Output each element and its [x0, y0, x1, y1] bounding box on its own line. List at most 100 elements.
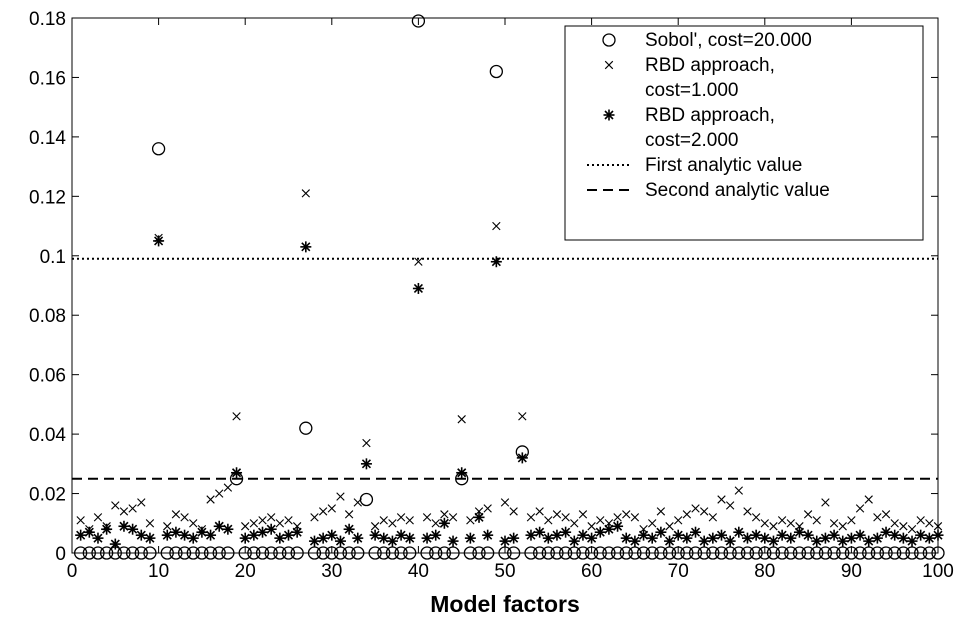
x-tick-label: 50 [494, 561, 515, 582]
asterisk-point [274, 532, 286, 544]
x-point [821, 498, 830, 507]
legend-circle-icon [602, 33, 616, 47]
x-point [682, 510, 692, 519]
x-point [379, 516, 388, 525]
x-point [916, 516, 925, 525]
asterisk-point [239, 532, 251, 544]
x-point [76, 516, 85, 525]
x-point [189, 519, 198, 528]
asterisk-point [300, 241, 312, 253]
x-axis-label: Model factors [430, 591, 580, 617]
asterisk-point [603, 523, 615, 535]
x-point [492, 221, 501, 231]
asterisk-point [395, 529, 407, 541]
asterisk-point [802, 529, 814, 541]
asterisk-point [741, 532, 753, 544]
x-point [275, 519, 285, 528]
legend-entry: Second analytic value [587, 180, 830, 201]
x-point [777, 516, 787, 525]
asterisk-point [681, 532, 693, 544]
asterisk-point [343, 523, 355, 535]
x-tick-label: 20 [235, 561, 256, 582]
x-point [630, 513, 640, 522]
asterisk-point [386, 535, 398, 547]
asterisk-point [482, 529, 494, 541]
x-tick-label: 80 [754, 561, 775, 582]
asterisk-point [326, 529, 338, 541]
x-point [587, 522, 596, 531]
x-point [526, 513, 536, 522]
circle-point [299, 421, 313, 435]
x-point [622, 510, 631, 519]
asterisk-point [464, 532, 476, 544]
x-point [743, 507, 752, 516]
legend-entry: First analytic value [587, 155, 802, 176]
asterisk-point [430, 529, 442, 541]
x-point [725, 501, 735, 510]
asterisk-point [551, 529, 563, 541]
x-point [180, 513, 189, 522]
x-point [93, 513, 103, 522]
y-tick-label: 0.1 [40, 247, 66, 268]
asterisk-point [871, 532, 883, 544]
asterisk-point [265, 523, 277, 535]
asterisk-point [170, 526, 182, 538]
x-point [362, 438, 371, 448]
y-tick-label: 0 [55, 544, 66, 565]
asterisk-point [594, 526, 606, 538]
x-point [284, 516, 293, 525]
asterisk-point [83, 526, 95, 538]
x-point [509, 507, 518, 516]
circle-point [489, 64, 503, 79]
x-point [396, 513, 406, 522]
asterisk-point [213, 520, 225, 532]
x-point [388, 519, 397, 528]
circle-point [151, 142, 166, 156]
asterisk-point [109, 538, 121, 550]
asterisk-point [161, 529, 173, 541]
asterisk-point [690, 526, 702, 538]
asterisk-point [664, 535, 676, 547]
legend-label: cost=1.000 [645, 80, 739, 101]
legend-entry: Sobol', cost=20.000 [602, 30, 812, 51]
x-point [500, 498, 510, 507]
asterisk-point [828, 529, 840, 541]
x-point [111, 501, 120, 510]
x-point [699, 507, 709, 516]
x-point [578, 510, 588, 519]
asterisk-point [92, 532, 104, 544]
x-point [457, 415, 466, 424]
legend-label: Sobol', cost=20.000 [645, 30, 812, 51]
x-point [370, 522, 380, 531]
x-point [266, 513, 276, 522]
x-tick-label: 90 [841, 561, 862, 582]
asterisk-point [646, 532, 658, 544]
asterisk-point [854, 529, 866, 541]
asterisk-point [352, 532, 364, 544]
asterisk-point [257, 526, 269, 538]
x-point [405, 516, 414, 525]
x-point [838, 522, 847, 531]
x-point [171, 510, 181, 519]
asterisk-point [767, 535, 779, 547]
x-point [422, 513, 432, 522]
x-point [344, 510, 354, 519]
x-point [301, 189, 311, 198]
y-tick-label: 0.08 [29, 306, 66, 327]
x-tick-label: 30 [321, 561, 342, 582]
asterisk-point [334, 535, 346, 547]
asterisk-point [698, 535, 710, 547]
asterisk-point [473, 511, 485, 523]
x-point [145, 519, 155, 528]
y-tick-label: 0.12 [29, 187, 66, 208]
x-point [223, 483, 233, 492]
asterisk-point [586, 532, 598, 544]
x-point [552, 510, 562, 519]
x-point [431, 519, 440, 528]
x-point [717, 495, 726, 504]
x-tick-label: 70 [668, 561, 689, 582]
asterisk-point [716, 529, 727, 541]
x-point [596, 516, 605, 525]
legend-box [564, 25, 924, 241]
asterisk-point [889, 529, 901, 541]
